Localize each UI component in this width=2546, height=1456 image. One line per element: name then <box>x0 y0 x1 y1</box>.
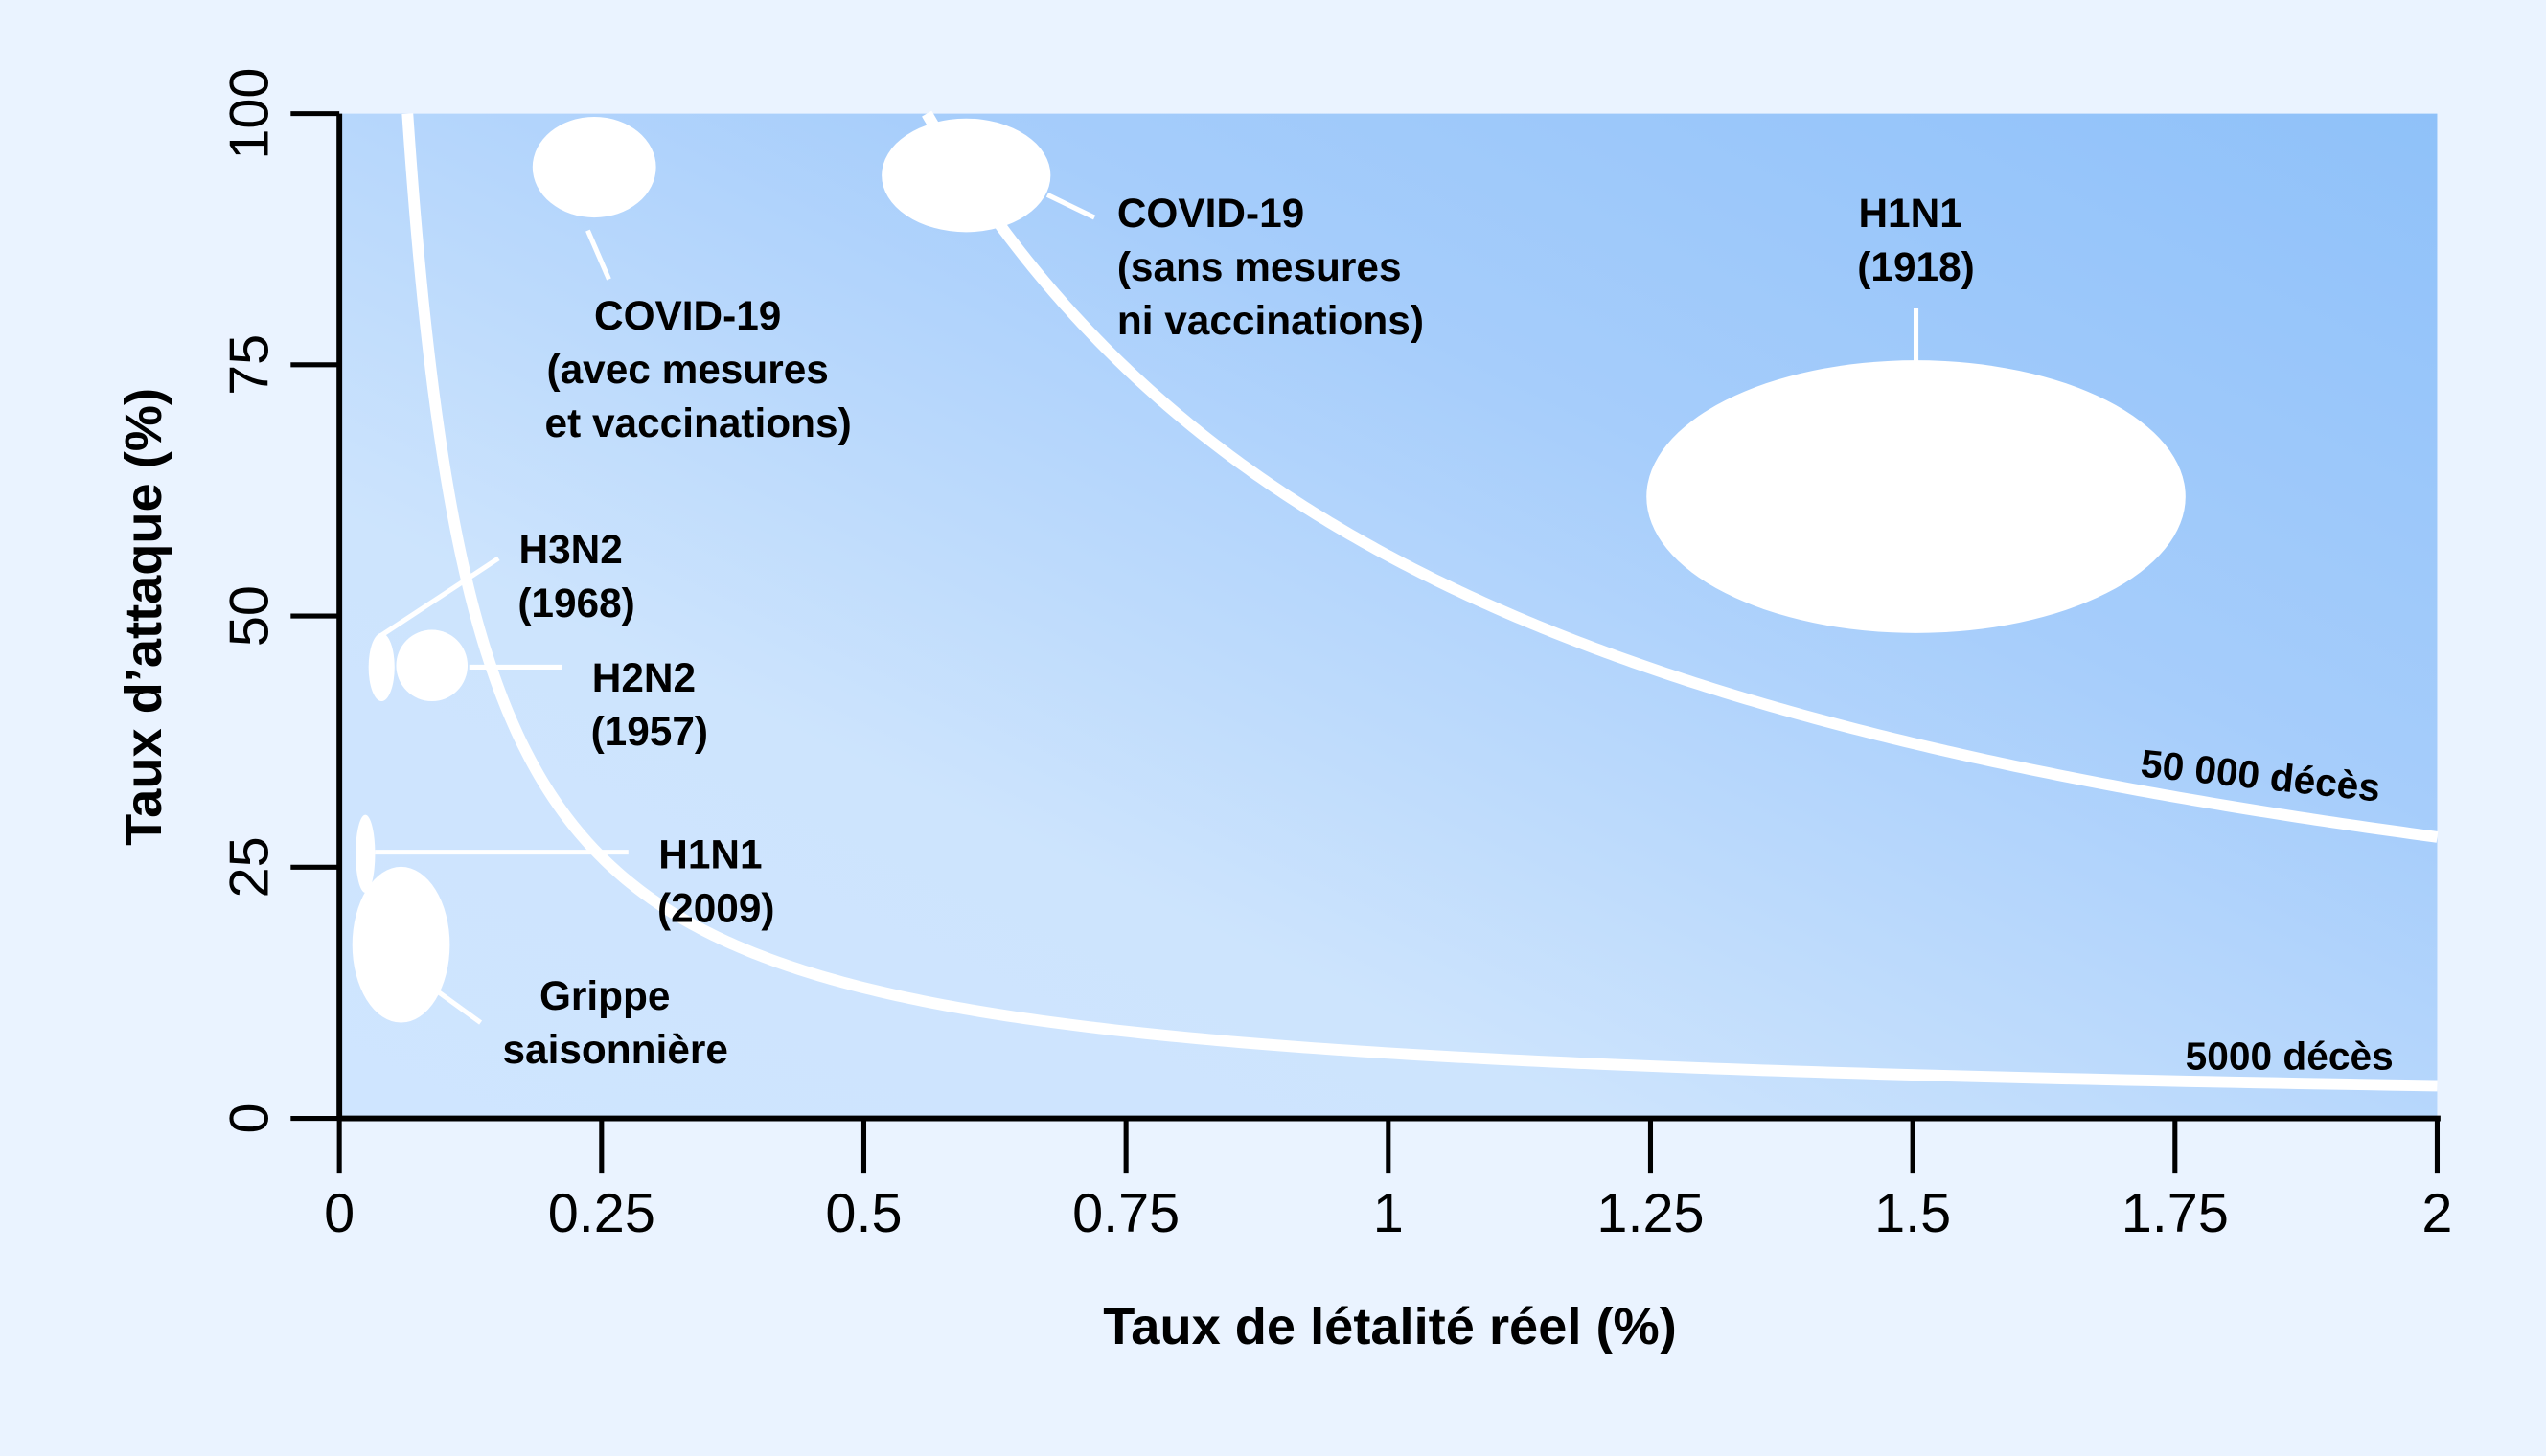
y-axis-ticks: 0 25 50 75 100 <box>219 68 340 1134</box>
x-tick-label: 1 <box>1373 1183 1404 1244</box>
x-tick-label: 1.75 <box>2122 1183 2229 1244</box>
bubble-covid-sans-mesures <box>882 118 1051 233</box>
bubble-h2n2-1957 <box>396 629 469 702</box>
x-tick-label: 0 <box>324 1183 355 1244</box>
x-tick-label: 0.5 <box>825 1183 902 1244</box>
y-tick-label: 0 <box>219 1103 281 1134</box>
y-tick-label: 75 <box>219 334 281 396</box>
x-tick-label: 0.25 <box>548 1183 655 1244</box>
y-tick-label: 25 <box>219 836 281 898</box>
label-h1n1-1918: H1N1 (1918) <box>1857 191 1974 289</box>
label-covid-avec: COVID-19 (avec mesures et vaccinations) <box>545 293 852 445</box>
bubble-h1n1-1918 <box>1646 360 2186 633</box>
bubble-grippe-saisonniere <box>352 866 450 1023</box>
y-axis-title: Taux d’attaque (%) <box>115 388 172 846</box>
x-tick-label: 1.25 <box>1596 1183 1704 1244</box>
bubble-covid-avec-mesures <box>532 117 656 218</box>
curve-5000-deaths <box>401 113 2438 1092</box>
x-axis-ticks: 0 0.25 0.5 0.75 1 1.25 1.5 1.75 2 <box>324 1118 2452 1244</box>
curve-50000-deaths <box>922 110 2439 843</box>
label-h1n1-2009: H1N1 (2009) <box>657 832 774 931</box>
bubble-h3n2-1968 <box>368 632 395 702</box>
label-h3n2-1968: H3N2 (1968) <box>517 527 634 626</box>
label-grippe-saisonniere: Grippe saisonnière <box>502 973 727 1072</box>
x-tick-label: 1.5 <box>1874 1183 1951 1244</box>
plot-area <box>339 113 2438 1119</box>
label-covid-sans: COVID-19 (sans mesures ni vaccinations) <box>1117 191 1424 343</box>
bubbles <box>352 117 2186 1023</box>
label-5000-deces: 5000 décès <box>2186 1035 2394 1079</box>
leader-lines <box>375 193 1919 1025</box>
x-tick-label: 2 <box>2421 1183 2452 1244</box>
y-tick-label: 50 <box>219 585 281 647</box>
x-axis-title: Taux de létalité réel (%) <box>1103 1298 1677 1355</box>
x-tick-label: 0.75 <box>1072 1183 1180 1244</box>
y-tick-label: 100 <box>219 68 281 160</box>
bubble-h1n1-2009 <box>356 814 376 893</box>
label-h2n2-1957: H2N2 (1957) <box>591 655 708 754</box>
annotations: COVID-19 (avec mesures et vaccinations) … <box>502 191 1974 1072</box>
